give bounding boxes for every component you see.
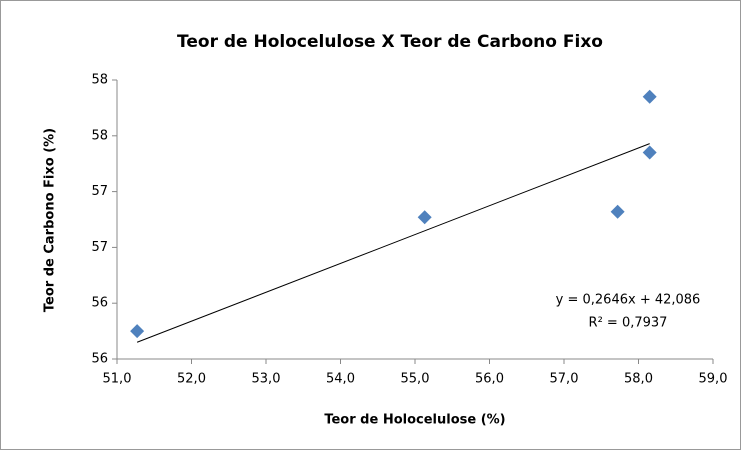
- y-tick-label: 58: [91, 73, 108, 88]
- y-tick-label: 56: [91, 352, 108, 367]
- x-tick-label: 58,0: [624, 372, 653, 387]
- y-tick-label: 56: [91, 296, 108, 311]
- chart-title: Teor de Holocelulose X Teor de Carbono F…: [177, 32, 603, 52]
- x-tick-label: 59,0: [699, 372, 728, 387]
- x-tick-label: 51,0: [103, 372, 132, 387]
- equation: y = 0,2646x + 42,086: [556, 293, 701, 308]
- chart-border: [0, 0, 741, 450]
- y-axis-label: Teor de Carbono Fixo (%): [43, 128, 58, 312]
- trendline: [136, 143, 650, 343]
- x-tick-label: 53,0: [252, 372, 281, 387]
- y-tick-label: 58: [91, 128, 108, 143]
- x-tick-label: 57,0: [550, 372, 579, 387]
- data-point: [417, 210, 432, 225]
- x-tick-label: 54,0: [326, 372, 355, 387]
- r-squared: R² = 0,7937: [589, 316, 668, 331]
- x-tick-label: 56,0: [475, 372, 504, 387]
- data-point: [610, 204, 625, 219]
- data-point: [130, 324, 145, 339]
- y-tick-label: 57: [91, 184, 108, 199]
- y-tick-label: 57: [91, 240, 108, 255]
- x-tick-label: 55,0: [401, 372, 430, 387]
- data-point: [642, 89, 657, 104]
- data-point: [642, 145, 657, 160]
- x-axis-label: Teor de Holocelulose (%): [324, 413, 505, 428]
- x-tick-label: 52,0: [177, 372, 206, 387]
